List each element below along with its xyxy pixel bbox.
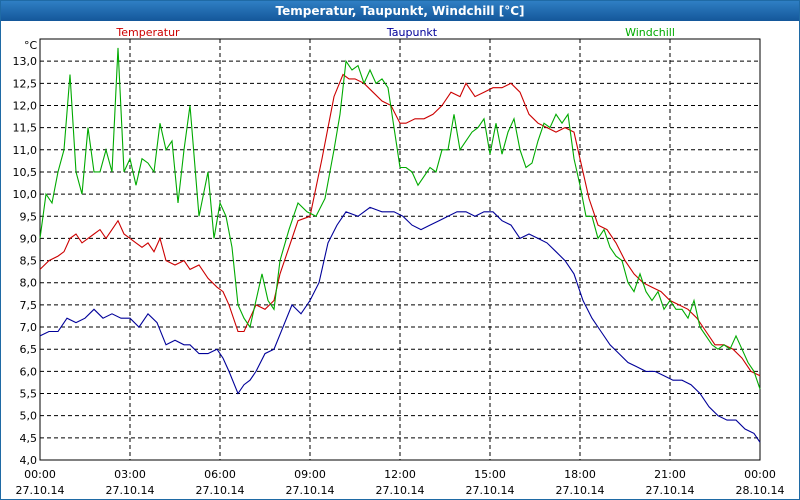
x-tick-date: 27.10.14 bbox=[16, 484, 65, 497]
legend: Temperatur Taupunkt Windchill bbox=[115, 26, 675, 39]
series-line-taupunkt bbox=[39, 206, 761, 443]
x-tick-date: 27.10.14 bbox=[466, 484, 515, 497]
x-tick-date: 27.10.14 bbox=[556, 484, 605, 497]
chart-title: Temperatur, Taupunkt, Windchill [°C] bbox=[1, 1, 799, 21]
x-tick-labels: 00:00 27.10.14 03:00 27.10.14 06:00 27.10.14 0… bbox=[16, 468, 785, 497]
x-tick-time: 09:00 bbox=[294, 468, 326, 481]
y-tick-label: 5,0 bbox=[20, 410, 38, 423]
x-tick-time: 00:00 bbox=[744, 468, 776, 481]
legend-entry-windchill: Windchill bbox=[625, 26, 675, 39]
y-tick-label: 12,5 bbox=[13, 77, 38, 90]
y-tick-labels: 4,0 4,5 5,0 5,5 6,0 6,5 7,0 7,5 8,0 8,5 9,0 9,5 10,0… bbox=[13, 55, 38, 467]
y-tick-label: 5,5 bbox=[20, 388, 38, 401]
y-axis-unit: °C bbox=[24, 39, 38, 52]
x-tick-time: 00:00 bbox=[24, 468, 56, 481]
x-tick-time: 21:00 bbox=[654, 468, 686, 481]
x-tick-time: 06:00 bbox=[204, 468, 236, 481]
x-tick-date: 27.10.14 bbox=[376, 484, 425, 497]
legend-entry-taupunkt: Taupunkt bbox=[386, 26, 438, 39]
y-tick-label: 10,0 bbox=[13, 188, 38, 201]
y-tick-label: 8,5 bbox=[20, 255, 38, 268]
y-tick-label: 7,0 bbox=[20, 321, 38, 334]
y-tick-label: 11,0 bbox=[13, 144, 38, 157]
x-tick-date: 27.10.14 bbox=[106, 484, 155, 497]
x-tick-date: 27.10.14 bbox=[286, 484, 335, 497]
legend-entry-temperatur: Temperatur bbox=[115, 26, 180, 39]
y-tick-label: 9,0 bbox=[20, 232, 38, 245]
y-tick-label: 4,5 bbox=[20, 432, 38, 445]
y-tick-label: 10,5 bbox=[13, 166, 38, 179]
y-tick-label: 4,0 bbox=[20, 454, 38, 467]
y-tick-label: 6,5 bbox=[20, 343, 38, 356]
series-lines bbox=[39, 47, 761, 443]
x-tick-time: 15:00 bbox=[474, 468, 506, 481]
y-tick-label: 12,0 bbox=[13, 99, 38, 112]
x-tick-time: 18:00 bbox=[564, 468, 596, 481]
x-tick-date: 27.10.14 bbox=[646, 484, 695, 497]
x-tick-time: 03:00 bbox=[114, 468, 146, 481]
y-tick-label: 6,0 bbox=[20, 365, 38, 378]
y-tick-label: 11,5 bbox=[13, 122, 38, 135]
series-line-temperatur bbox=[39, 73, 761, 377]
y-tick-label: 7,5 bbox=[20, 299, 38, 312]
x-tick-date: 27.10.14 bbox=[196, 484, 245, 497]
y-tick-label: 9,5 bbox=[20, 210, 38, 223]
series-line-windchill bbox=[39, 47, 761, 390]
x-tick-date: 28.10.14 bbox=[736, 484, 785, 497]
grid-lines bbox=[39, 38, 761, 461]
y-tick-label: 8,0 bbox=[20, 277, 38, 290]
x-tick-time: 12:00 bbox=[384, 468, 416, 481]
y-tick-label: 13,0 bbox=[13, 55, 38, 68]
